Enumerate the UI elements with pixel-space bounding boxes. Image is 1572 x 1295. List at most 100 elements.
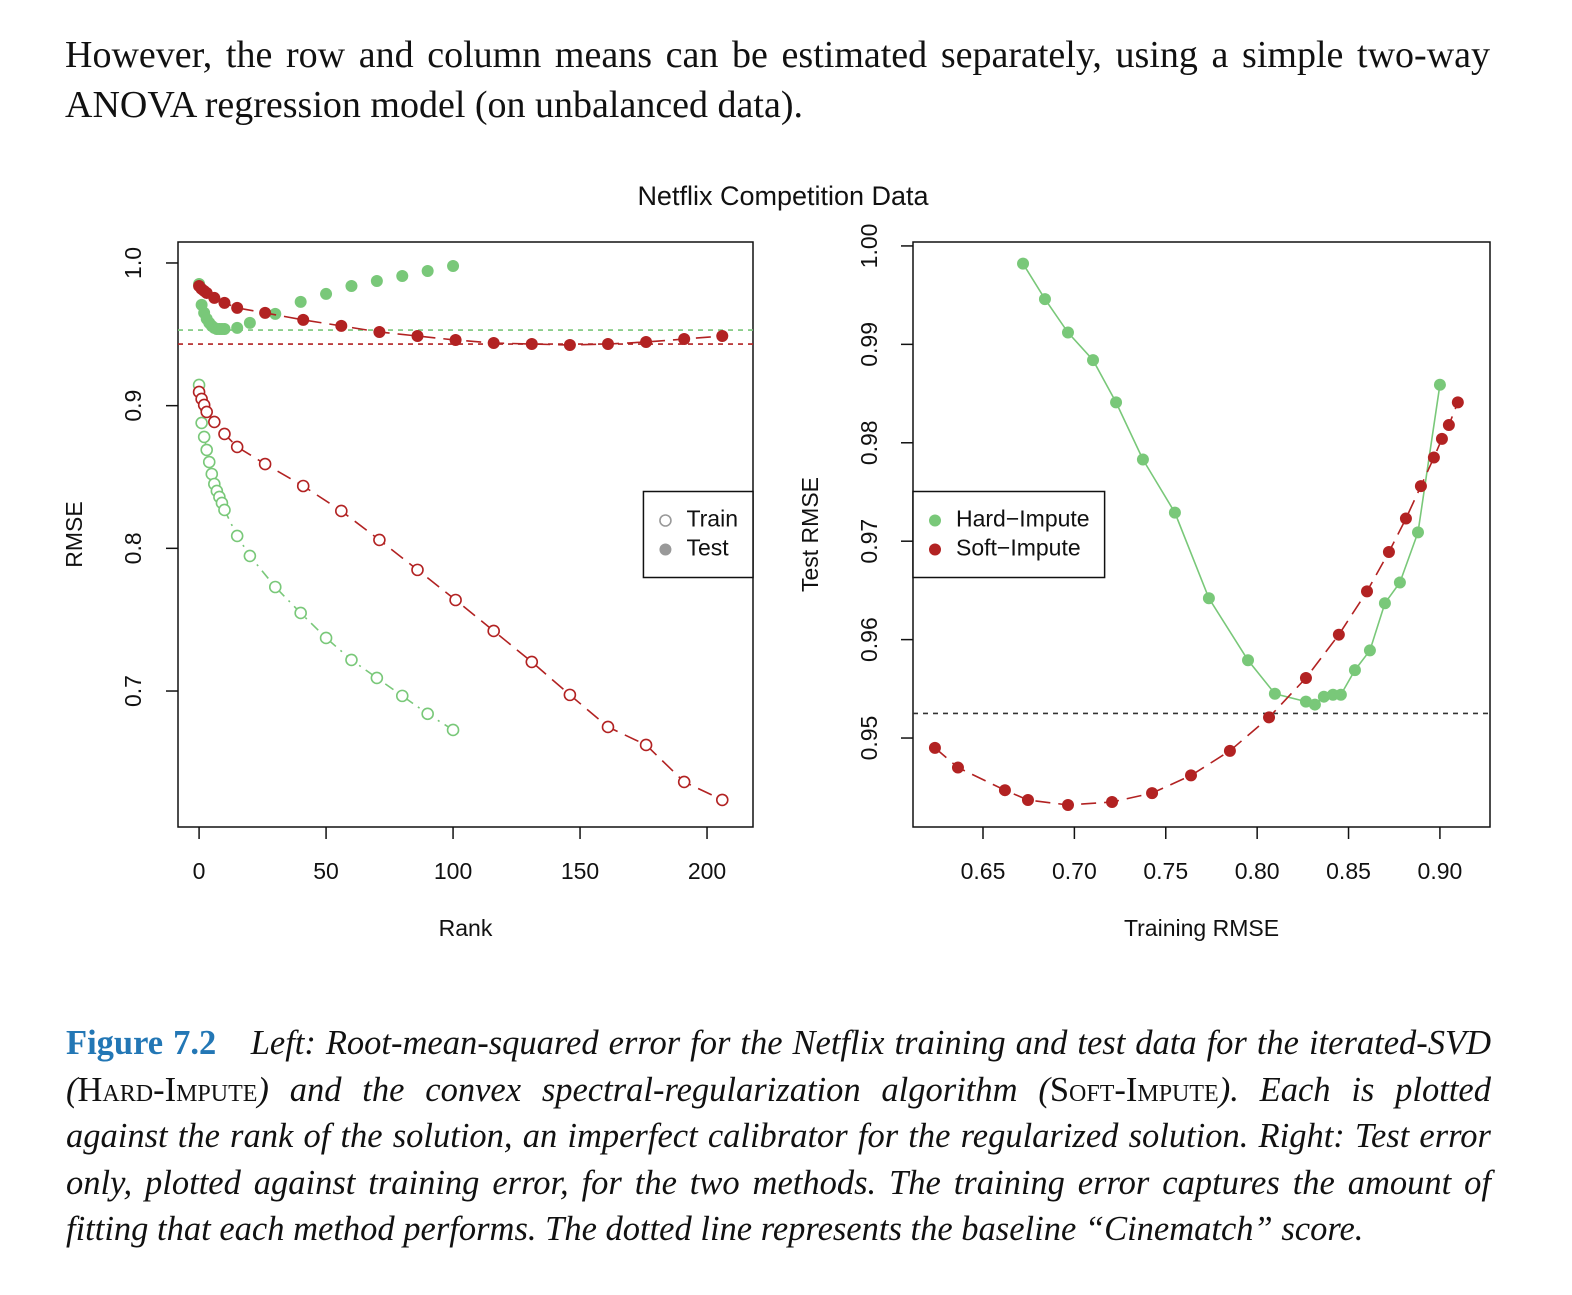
data-point xyxy=(197,430,211,444)
data-point xyxy=(243,549,257,563)
x-tick-label: 50 xyxy=(313,858,339,884)
data-point xyxy=(563,339,576,352)
data-point xyxy=(1317,690,1330,703)
x-tick-label: 100 xyxy=(434,858,472,884)
x-tick-label: 0 xyxy=(193,858,206,884)
data-point xyxy=(1017,257,1030,270)
x-axis-title: Rank xyxy=(439,915,493,941)
data-point xyxy=(928,741,941,754)
data-point xyxy=(601,338,614,351)
data-point xyxy=(1146,787,1159,800)
data-point xyxy=(231,301,244,314)
legend-marker xyxy=(929,543,941,556)
y-tick-label: 0.9 xyxy=(120,390,146,422)
data-point xyxy=(1263,711,1276,724)
y-tick-label: 0.95 xyxy=(856,716,882,761)
data-point xyxy=(208,291,221,304)
data-point xyxy=(715,793,729,807)
data-point xyxy=(370,274,383,287)
data-point xyxy=(296,479,310,493)
x-tick-label: 0.90 xyxy=(1418,858,1463,884)
y-tick-label: 0.8 xyxy=(120,532,146,564)
data-point xyxy=(269,307,282,320)
data-point xyxy=(294,295,307,308)
data-point xyxy=(345,279,358,292)
caption-text: Left: Root-mean-squared error for the Ne… xyxy=(66,1024,1491,1109)
data-point xyxy=(678,333,691,346)
data-point xyxy=(1411,526,1424,539)
y-tick-label: 1.00 xyxy=(856,224,882,269)
data-point xyxy=(421,707,434,721)
data-point xyxy=(259,306,272,319)
data-point xyxy=(449,334,462,347)
data-point xyxy=(447,259,460,272)
figure: Netflix Competition Data 0 50 100 150 200 0.7… xyxy=(61,181,1491,941)
data-point xyxy=(335,504,348,518)
data-point xyxy=(1087,354,1100,367)
data-point xyxy=(1399,512,1412,525)
data-point xyxy=(1435,432,1448,445)
data-point xyxy=(525,338,538,351)
data-point xyxy=(1433,378,1446,391)
data-point xyxy=(1308,698,1321,711)
data-point xyxy=(640,336,653,349)
data-point xyxy=(335,319,348,332)
data-point xyxy=(1299,671,1312,684)
data-point xyxy=(1414,480,1427,493)
caption-term: Hard-Impute xyxy=(77,1070,258,1109)
legend-label: Soft−Impute xyxy=(956,535,1081,561)
x-tick-label: 150 xyxy=(561,858,599,884)
data-point xyxy=(218,296,231,309)
data-point xyxy=(319,631,333,645)
data-point xyxy=(195,416,208,430)
data-point xyxy=(601,720,615,734)
data-point xyxy=(1378,597,1391,610)
data-point xyxy=(446,723,460,737)
caption-text: ) and the convex spectral-regularization… xyxy=(257,1070,1050,1109)
data-point xyxy=(1242,654,1255,667)
data-point xyxy=(1168,506,1181,519)
y-tick-label: 0.97 xyxy=(856,519,882,564)
data-point xyxy=(345,653,358,667)
data-point xyxy=(1427,451,1440,464)
data-point xyxy=(716,330,729,343)
data-point xyxy=(268,580,282,594)
data-point xyxy=(411,330,424,343)
data-point xyxy=(373,326,386,339)
data-point xyxy=(639,738,653,752)
x-axis-title: Training RMSE xyxy=(1124,915,1279,941)
x-tick-label: 200 xyxy=(688,858,726,884)
data-point xyxy=(1360,585,1373,598)
data-point xyxy=(1202,592,1215,605)
caption-text: ). Each is plotted against the rank of t… xyxy=(66,1070,1491,1249)
y-tick-label: 0.98 xyxy=(856,420,882,465)
data-point xyxy=(1110,396,1123,409)
series-line xyxy=(1022,263,1441,706)
figure-title: Netflix Competition Data xyxy=(637,181,929,211)
series-line xyxy=(198,391,723,801)
data-point xyxy=(998,784,1011,797)
data-point xyxy=(200,405,213,419)
x-tick-label: 0.85 xyxy=(1326,858,1371,884)
y-axis-title: RMSE xyxy=(61,501,87,567)
caption-term: Soft-Impute xyxy=(1049,1070,1219,1109)
data-point xyxy=(487,337,500,350)
data-point xyxy=(218,503,231,517)
data-point xyxy=(1382,546,1395,559)
formula-fragment: i=1 xyxy=(782,0,826,8)
x-tick-label: 0.80 xyxy=(1235,858,1280,884)
data-point xyxy=(370,671,384,685)
data-point xyxy=(396,269,409,282)
data-point xyxy=(1038,293,1051,306)
data-point xyxy=(294,606,307,620)
data-point xyxy=(1184,769,1197,782)
data-point xyxy=(320,287,333,300)
legend-marker xyxy=(929,514,941,527)
legend-marker xyxy=(659,514,672,527)
data-point xyxy=(421,264,434,277)
data-point xyxy=(1393,576,1406,589)
data-point xyxy=(202,455,216,469)
data-point xyxy=(1106,796,1119,809)
caption: Figure 7.2 Left: Root-mean-squared error… xyxy=(66,1020,1491,1253)
